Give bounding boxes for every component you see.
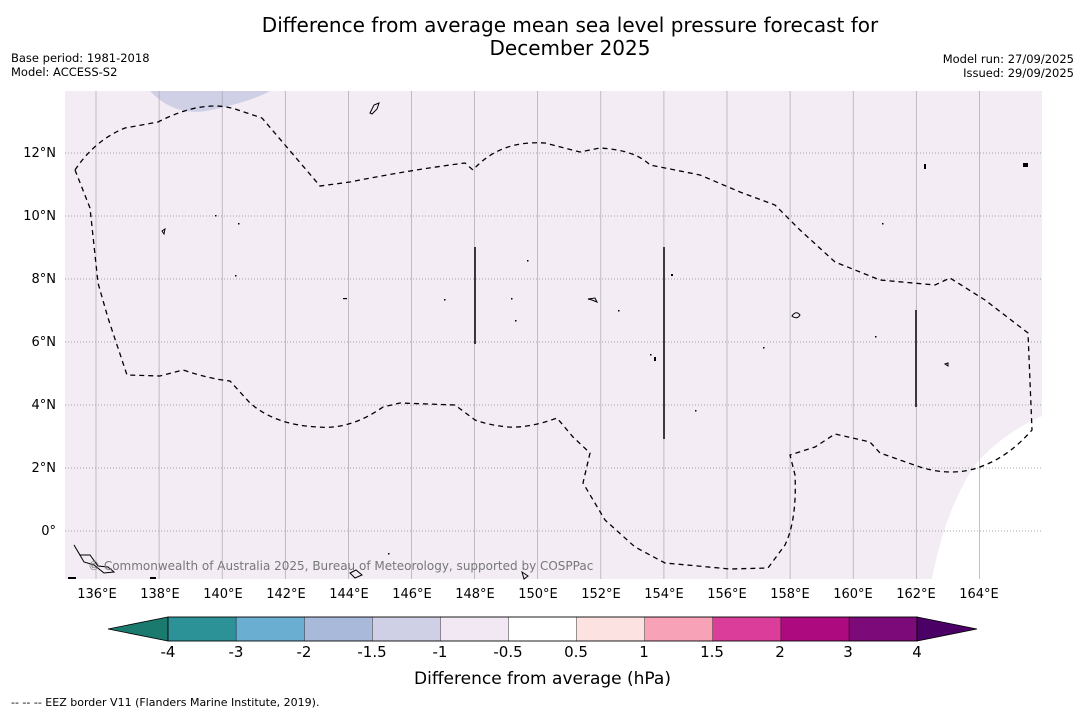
colorbar-tick-label: 1.5 [700, 643, 724, 661]
islet [650, 354, 652, 356]
islet [1023, 163, 1028, 167]
lat-label-10n: 10°N [23, 209, 56, 224]
colorbar-segment [440, 616, 510, 642]
colorbar-frame [167, 616, 918, 642]
colorbar-segment [372, 616, 442, 642]
islet [671, 274, 673, 276]
colorbar-tick-label: 1 [639, 643, 649, 661]
islet [511, 298, 513, 300]
lon-label-138e: 138°E [140, 587, 180, 602]
colorbar-segment [576, 616, 646, 642]
islet [654, 357, 656, 361]
colorbar-extend-high [916, 616, 978, 642]
islet [388, 553, 390, 555]
island-manus [349, 569, 363, 579]
lon-label-146e: 146°E [392, 587, 432, 602]
colorbar-segment [780, 616, 850, 642]
lat-label-6n: 6°N [31, 335, 57, 350]
colorbar-tick-label: -1 [432, 643, 448, 661]
islet [444, 299, 446, 301]
colorbar-segment [304, 616, 374, 642]
pressure-low-patch [150, 91, 270, 112]
colorbar-tick-label: 3 [843, 643, 853, 661]
islets [68, 163, 1028, 579]
islet [618, 310, 620, 312]
colorbar-segment [235, 616, 305, 642]
islet [763, 347, 765, 349]
island-bougainville [521, 570, 529, 580]
island-pohnpei [791, 312, 801, 319]
lat-label-12n: 12°N [23, 146, 56, 161]
colorbar-tick-label: -3 [228, 643, 244, 661]
colorbar-tick-label: 2 [775, 643, 785, 661]
model-name: Model: ACCESS-S2 [11, 65, 118, 79]
colorbar-tick-label: 0.5 [564, 643, 588, 661]
colorbar-segment [848, 616, 918, 642]
colorbar-tick-label: -1.5 [357, 643, 387, 661]
islet [882, 223, 884, 225]
colorbar-tick-label: -0.5 [493, 643, 523, 661]
islet [238, 223, 240, 225]
base-period: Base period: 1981-2018 [11, 51, 150, 65]
islet [515, 320, 517, 322]
copyright-notice: © Commonwealth of Australia 2025, Bureau… [88, 559, 594, 573]
map-background [65, 91, 1042, 579]
island-yap [161, 227, 166, 236]
colorbar-tick-label: 4 [912, 643, 922, 661]
eez-legend-note: -- -- -- EEZ border V11 (Flanders Marine… [11, 696, 320, 709]
island-new-guinea-coast [73, 544, 116, 574]
lat-label-2n: 2°N [31, 461, 57, 476]
islet [68, 577, 76, 579]
colorbar-segment [508, 616, 578, 642]
islet [343, 298, 347, 300]
lon-label-156e: 156°E [707, 587, 747, 602]
lon-label-142e: 142°E [266, 587, 306, 602]
chart-title: Difference from average mean sea level p… [261, 13, 879, 60]
island-chuuk [587, 297, 599, 303]
lon-label-158e: 158°E [770, 587, 810, 602]
graticule [65, 91, 1042, 579]
lon-label-152e: 152°E [581, 587, 621, 602]
issued-date: Issued: 29/09/2025 [963, 66, 1074, 80]
pressure-neutral-region [932, 416, 1042, 579]
islet [527, 260, 529, 262]
island-guam [369, 102, 380, 115]
lon-label-148e: 148°E [455, 587, 495, 602]
lat-label-0: 0° [41, 524, 56, 539]
colorbar-extend-low [107, 616, 169, 642]
islet [695, 410, 697, 412]
eez-border-fsm [74, 105, 1033, 570]
lon-label-160e: 160°E [833, 587, 873, 602]
colorbar-title: Difference from average (hPa) [414, 669, 671, 689]
lon-label-162e: 162°E [896, 587, 936, 602]
lon-label-164e: 164°E [959, 587, 999, 602]
colorbar-segment [644, 616, 714, 642]
islands [73, 102, 949, 580]
lon-label-136e: 136°E [77, 587, 117, 602]
lat-label-4n: 4°N [31, 398, 57, 413]
islet [150, 577, 156, 579]
islet [924, 164, 926, 169]
meta-left: Base period: 1981-2018 Model: ACCESS-S2 [11, 51, 150, 79]
colorbar-segment [167, 616, 237, 642]
island-kosrae [943, 362, 949, 367]
lon-label-150e: 150°E [518, 587, 558, 602]
colorbar-tick-label: -4 [160, 643, 176, 661]
colorbar-tick-label: -2 [296, 643, 312, 661]
lat-label-8n: 8°N [31, 272, 57, 287]
meta-right: Model run: 27/09/2025 Issued: 29/09/2025 [943, 52, 1074, 80]
model-run: Model run: 27/09/2025 [942, 52, 1074, 66]
islet [215, 215, 217, 217]
lon-label-140e: 140°E [203, 587, 243, 602]
lon-label-154e: 154°E [644, 587, 684, 602]
islet [875, 336, 877, 338]
colorbar-segment [712, 616, 782, 642]
islet [235, 275, 237, 277]
lon-label-144e: 144°E [329, 587, 369, 602]
